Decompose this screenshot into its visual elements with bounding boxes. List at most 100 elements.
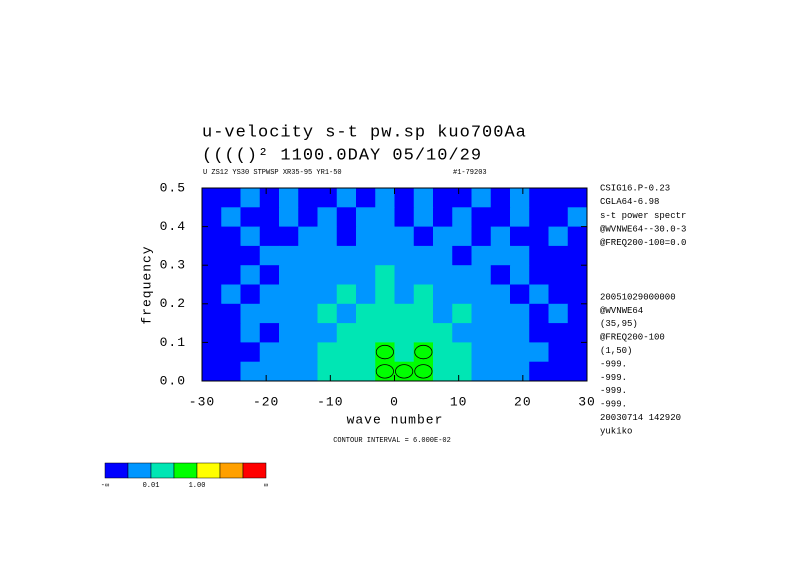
info-text: CGLA64-6.98 [600, 197, 659, 207]
heat-cell [336, 265, 357, 285]
heat-cell [259, 303, 280, 324]
heat-cell [375, 245, 395, 266]
info-text: (1,50) [600, 346, 632, 356]
heat-cell [548, 342, 569, 363]
heat-cell [298, 245, 318, 266]
heat-cell [529, 265, 549, 285]
info-text: -999. [600, 400, 627, 410]
heat-cell [317, 265, 338, 285]
heat-cell [202, 284, 222, 305]
heat-cell [202, 188, 222, 208]
y-tick-label: 0.2 [160, 296, 186, 311]
heat-cell [413, 323, 434, 343]
heat-cell [452, 245, 472, 266]
heat-cell [221, 342, 241, 363]
heat-cell [259, 245, 280, 266]
heat-cell [567, 207, 588, 228]
contour-note: CONTOUR INTERVAL = 6.000E-02 [333, 437, 451, 445]
heat-cell [317, 303, 338, 324]
heat-cell [336, 361, 357, 382]
heat-cell [548, 361, 569, 382]
heat-cell [413, 265, 434, 285]
colorbar-box [150, 462, 175, 479]
heat-cell [202, 303, 222, 324]
heat-cell [240, 342, 261, 363]
heat-cell [394, 245, 415, 266]
x-tick-label: -10 [317, 394, 343, 409]
heat-cell [240, 284, 261, 305]
heat-cell [279, 226, 299, 247]
x-tick-label: -30 [189, 394, 215, 409]
heat-cell [510, 361, 530, 382]
heat-cell [567, 361, 588, 382]
colorbar-box [196, 462, 221, 479]
heat-cell [317, 188, 338, 208]
heat-cell [471, 245, 492, 266]
heat-cell [279, 207, 299, 228]
heat-cell [298, 303, 318, 324]
heat-cell [510, 245, 530, 266]
heat-cell [279, 303, 299, 324]
heat-cell [548, 188, 569, 208]
heat-cell [567, 284, 588, 305]
y-axis-label: frequency [139, 245, 154, 324]
info-text: (35,95) [600, 319, 638, 329]
heat-cell [510, 226, 530, 247]
heat-cell [529, 226, 549, 247]
heat-cell [279, 361, 299, 382]
heat-cell [490, 188, 511, 208]
heat-cell [298, 188, 318, 208]
heat-cell [298, 284, 318, 305]
heat-cell [375, 303, 395, 324]
heat-cell [452, 265, 472, 285]
contour-line [395, 364, 414, 379]
heat-cell [471, 323, 492, 343]
heat-cell [490, 361, 511, 382]
heat-cell [510, 284, 530, 305]
heat-cell [240, 226, 261, 247]
heat-cell [433, 361, 453, 382]
heat-cell [279, 265, 299, 285]
heat-cell [356, 323, 376, 343]
heat-cell [375, 323, 395, 343]
heat-cell [259, 284, 280, 305]
info-text: @WVNWE64--30.0-3 [600, 224, 686, 234]
heat-cell [336, 226, 357, 247]
heat-cell [490, 245, 511, 266]
heat-cell [529, 284, 549, 305]
heat-cell [394, 265, 415, 285]
heat-cell [433, 265, 453, 285]
heat-cell [202, 245, 222, 266]
heat-cell [510, 207, 530, 228]
heat-cell [240, 245, 261, 266]
heat-cell [548, 284, 569, 305]
heat-cell [471, 303, 492, 324]
heat-cell [240, 188, 261, 208]
heat-cell [548, 245, 569, 266]
heat-cell [317, 342, 338, 363]
heat-cell [471, 188, 492, 208]
info-text: @WVNWE64 [600, 306, 643, 316]
heat-cell [433, 188, 453, 208]
heat-cell [240, 303, 261, 324]
heat-cell [336, 342, 357, 363]
heat-cell [529, 361, 549, 382]
heat-cell [413, 284, 434, 305]
heat-cell [413, 207, 434, 228]
heat-cell [317, 361, 338, 382]
heat-cell [356, 361, 376, 382]
contour-line [414, 364, 433, 379]
heat-cell [279, 284, 299, 305]
heat-cell [567, 303, 588, 324]
y-tick-label: 0.0 [160, 373, 186, 388]
x-tick-label: 0 [390, 394, 399, 409]
heat-cell [317, 207, 338, 228]
heat-cell [567, 323, 588, 343]
y-tick-label: 0.4 [160, 219, 186, 234]
heat-cell [548, 207, 569, 228]
heat-cell [240, 323, 261, 343]
heat-cell [471, 207, 492, 228]
heat-cell [259, 207, 280, 228]
info-text: 20030714 142920 [600, 413, 681, 423]
